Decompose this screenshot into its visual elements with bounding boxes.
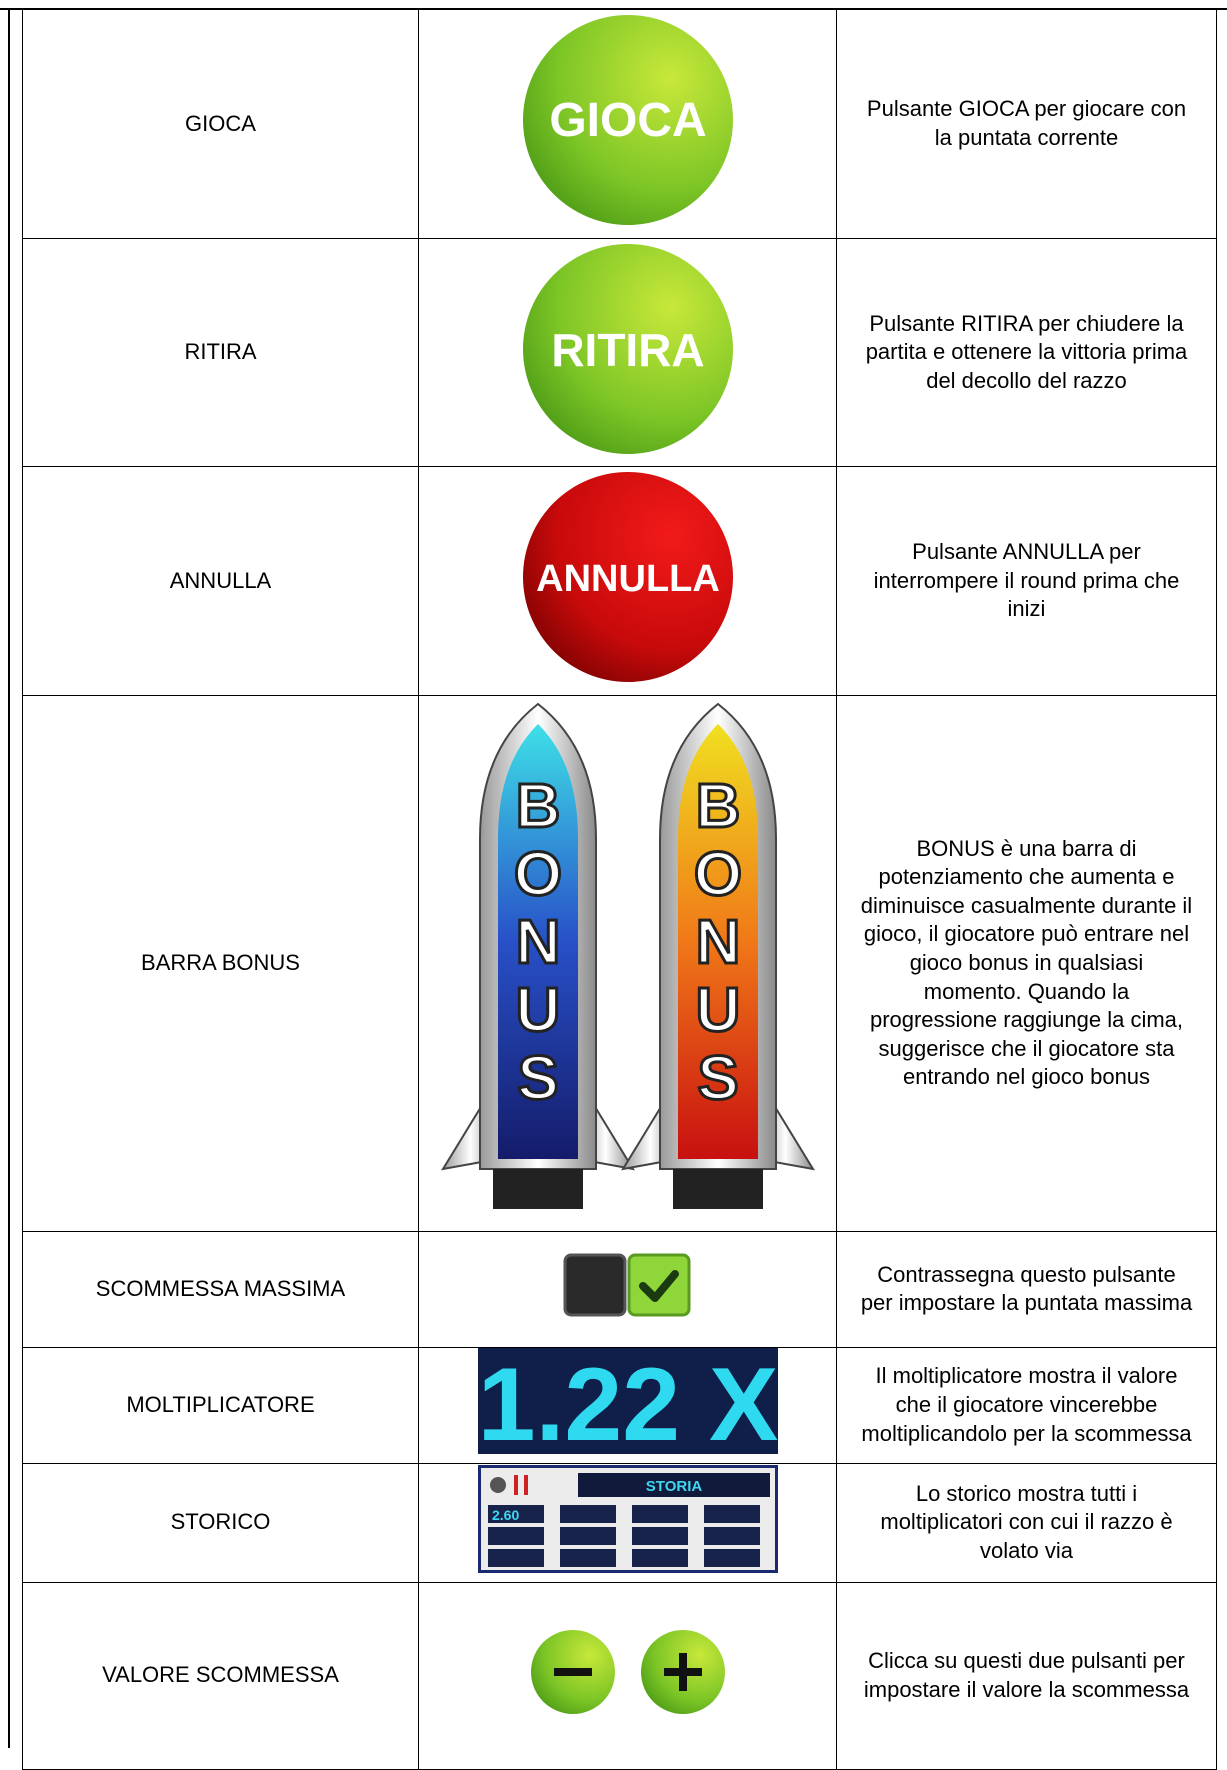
history-slot	[703, 1548, 760, 1567]
cell-description: Il moltiplicatore mostra il valore che i…	[836, 1346, 1217, 1464]
minus-button[interactable]	[530, 1629, 615, 1714]
history-slot	[631, 1504, 688, 1523]
panel-icon	[523, 1474, 528, 1495]
display-bg	[477, 1348, 778, 1455]
cell-name: VALORE SCOMMESSA	[22, 1581, 419, 1770]
legend-table: GIOCA GIOCA Pulsante GIOCA per giocare c…	[22, 9, 1217, 1770]
bonus-letter: B	[695, 772, 740, 841]
play-button: GIOCA	[522, 15, 733, 225]
bonus-letter: N	[695, 908, 740, 977]
bonus-letter: S	[697, 1044, 738, 1113]
history-panel: STORIA 2.60	[477, 1464, 778, 1573]
cell-name: SCOMMESSA MASSIMA	[22, 1230, 419, 1348]
rocket: BONUS	[620, 703, 815, 1210]
table-row: SCOMMESSA MASSIMA Contrassegna questo pu…	[22, 1230, 1217, 1348]
cashout-button: RITIRA	[522, 243, 733, 454]
table-row: GIOCA GIOCA Pulsante GIOCA per giocare c…	[22, 9, 1217, 239]
table-row: VALORE SCOMMESSA Clicca su questi due pu…	[22, 1581, 1217, 1770]
button-label: GIOCA	[549, 94, 706, 147]
history-slot	[631, 1548, 688, 1567]
cell-icon	[418, 1581, 837, 1770]
toggle-off	[563, 1253, 626, 1317]
table-row: MOLTIPLICATORE 1.22 X Il moltiplicatore …	[22, 1346, 1217, 1464]
button-circle	[522, 243, 733, 454]
minus-icon	[553, 1667, 592, 1676]
history-slot	[487, 1526, 544, 1545]
table-row: RITIRA RITIRA Pulsante RITIRA per chiude…	[22, 237, 1217, 468]
history-slot	[559, 1526, 616, 1545]
bet-value-buttons	[530, 1629, 725, 1714]
max-bet-toggle[interactable]	[563, 1252, 693, 1318]
panel-icon	[489, 1476, 506, 1493]
button-circle	[522, 472, 733, 683]
rocket-bar	[497, 724, 578, 1160]
bonus-letter: S	[517, 1044, 558, 1113]
history-slot	[703, 1504, 760, 1523]
panel-icon	[513, 1474, 518, 1495]
cell-name: GIOCA	[22, 9, 419, 239]
history-slot	[487, 1504, 544, 1523]
table-row: ANNULLA ANNULLA Pulsante ANNULLA per int…	[22, 466, 1217, 696]
cell-description: Pulsante GIOCA per giocare con la puntat…	[836, 9, 1217, 239]
cell-icon: STORIA 2.60	[418, 1462, 837, 1583]
history-slot	[631, 1526, 688, 1545]
rocket-nozzle	[672, 1169, 763, 1210]
panel-title: STORIA	[645, 1478, 702, 1495]
multiplier-value: 1.22 X	[478, 1348, 778, 1454]
button-label: RITIRA	[551, 324, 704, 376]
history-slot	[703, 1526, 760, 1545]
bonus-letter: O	[693, 840, 741, 909]
bonus-letter: O	[513, 840, 561, 909]
bonus-letter: U	[695, 976, 740, 1045]
rocket-bar	[677, 724, 758, 1160]
history-slot	[487, 1548, 544, 1567]
plus-icon	[678, 1652, 687, 1691]
cell-icon: RITIRA	[418, 237, 837, 468]
cell-name: MOLTIPLICATORE	[22, 1346, 419, 1464]
frame-line	[8, 8, 10, 1748]
cell-icon	[418, 1230, 837, 1348]
cell-icon: ANNULLA	[418, 466, 837, 696]
cell-icon: GIOCA	[418, 9, 837, 239]
rocket: BONUS	[440, 703, 635, 1210]
panel-header	[577, 1472, 770, 1497]
plus-button[interactable]	[640, 1629, 725, 1714]
cell-name: BARRA BONUS	[22, 694, 419, 1232]
history-slot	[559, 1548, 616, 1567]
toggle-on	[627, 1253, 690, 1317]
cell-description: Lo storico mostra tutti i moltiplicatori…	[836, 1462, 1217, 1583]
cell-name: STORICO	[22, 1462, 419, 1583]
cell-name: RITIRA	[22, 237, 419, 468]
history-value: 2.60	[492, 1507, 519, 1523]
cell-description: Clicca su questi due pulsanti per impost…	[836, 1581, 1217, 1770]
table-row: STORICO STORIA 2.60 Lo storico mostra tu…	[22, 1462, 1217, 1583]
cell-description: BONUS è una barra di potenziamento che a…	[836, 694, 1217, 1232]
button-label: ANNULLA	[536, 558, 720, 600]
check-icon	[638, 1270, 679, 1303]
cell-description: Pulsante ANNULLA per interrompere il rou…	[836, 466, 1217, 696]
multiplier-display: 1.22 X	[477, 1347, 778, 1463]
cell-icon: 1.22 X	[418, 1346, 837, 1464]
button-circle	[522, 15, 733, 225]
cell-description: Pulsante RITIRA per chiudere la partita …	[836, 237, 1217, 468]
cell-name: ANNULLA	[22, 466, 419, 696]
history-slot	[559, 1504, 616, 1523]
cell-description: Contrassegna questo pulsante per imposta…	[836, 1230, 1217, 1348]
bonus-letter: N	[515, 908, 560, 977]
bonus-letter: U	[515, 976, 560, 1045]
bonus-letter: B	[515, 772, 560, 841]
cancel-button: ANNULLA	[522, 472, 733, 683]
frame-line	[0, 8, 1227, 10]
rocket-nozzle	[492, 1169, 583, 1210]
